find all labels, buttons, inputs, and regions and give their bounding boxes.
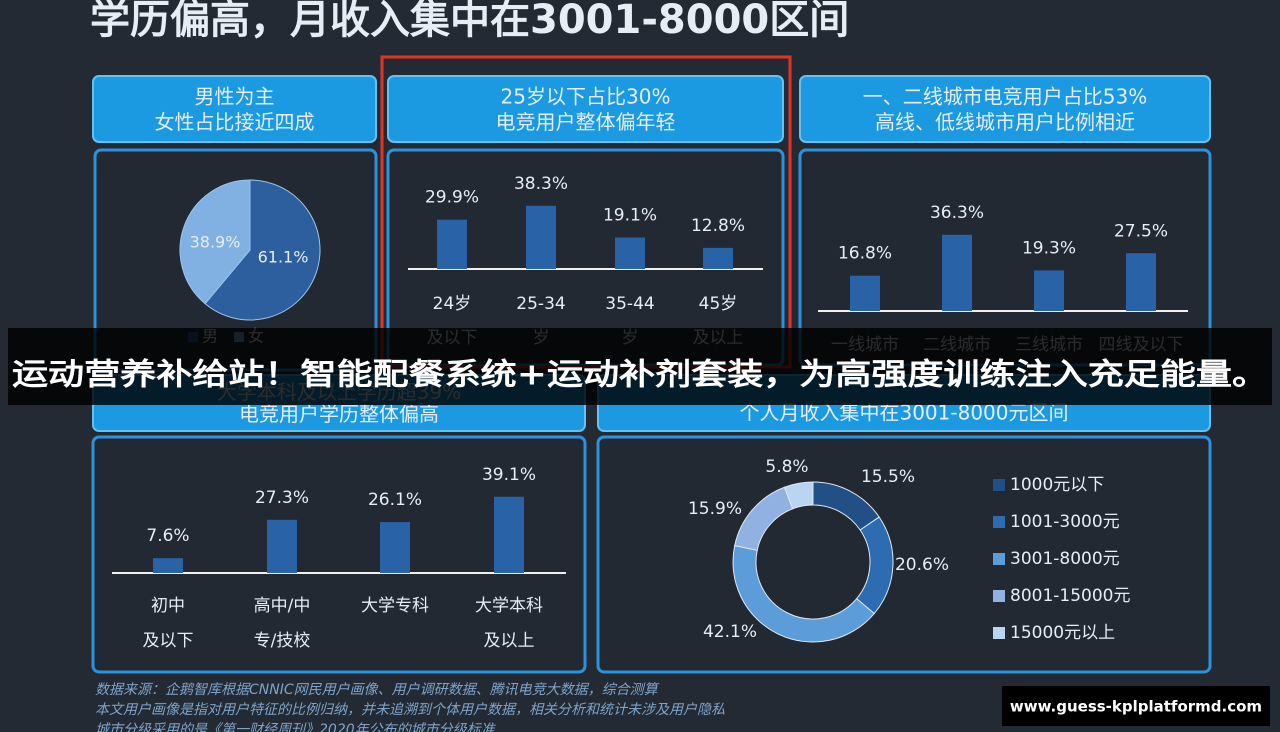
panel-header xyxy=(387,75,784,143)
category-label: 及以上 xyxy=(484,631,535,651)
panel-subtitle: 女性占比接近四成 xyxy=(155,110,315,134)
banner-bg xyxy=(8,328,1272,405)
legend-label: 3001-8000元 xyxy=(1010,549,1120,569)
data-label: 19.3% xyxy=(1022,238,1076,258)
legend-swatch xyxy=(993,627,1005,639)
banner-text: 运动营养补给站！智能配餐系统+运动补剂套装，为高强度训练注入充足能量。 xyxy=(12,358,1268,393)
category-label: 45岁 xyxy=(699,294,738,314)
category-label: 专/技校 xyxy=(254,631,311,651)
legend-label: 1000元以下 xyxy=(1010,475,1104,495)
bar xyxy=(850,275,880,311)
bar xyxy=(1126,253,1156,311)
data-label: 20.6% xyxy=(895,555,949,575)
category-label: 24岁 xyxy=(433,294,472,314)
bar xyxy=(942,234,972,311)
pie-slice xyxy=(179,179,251,305)
charts: 男性为主女性占比接近四成61.1%男38.9%女25岁以下占比30%电竞用户整体… xyxy=(91,75,1212,674)
data-label: 5.8% xyxy=(765,457,808,477)
page-title: 学历偏高，月收入集中在3001-8000区间 xyxy=(90,0,849,43)
panel-subtitle: 电竞用户整体偏年轻 xyxy=(496,110,676,134)
data-label: 38.3% xyxy=(514,174,568,194)
data-label: 12.8% xyxy=(691,216,745,236)
legend-swatch xyxy=(993,553,1005,565)
panel-title: 男性为主 xyxy=(195,84,275,108)
panel-title: 一、二线城市电竞用户占比53% xyxy=(863,84,1147,108)
data-label: 27.5% xyxy=(1114,221,1168,241)
legend-swatch xyxy=(993,590,1005,602)
bar xyxy=(267,519,297,573)
category-label: 及以下 xyxy=(143,631,194,651)
legend-label: 8001-15000元 xyxy=(1010,586,1130,606)
category-label: 大学本科 xyxy=(475,596,543,616)
bar xyxy=(615,237,645,269)
legend-label: 1001-3000元 xyxy=(1010,512,1120,532)
bar xyxy=(526,205,556,269)
data-label: 15.9% xyxy=(688,499,742,519)
bar xyxy=(153,558,183,573)
panel-body xyxy=(91,435,587,674)
data-label: 15.5% xyxy=(861,467,915,487)
panel-header xyxy=(92,75,377,143)
watermark-bg xyxy=(1002,686,1270,726)
bar xyxy=(494,496,524,573)
data-label: 26.1% xyxy=(368,490,422,510)
category-label: 35-44 xyxy=(605,294,654,314)
panel-subtitle: 电竞用户学历整体偏高 xyxy=(239,402,439,426)
watermark: www.guess-kplplatformd.com xyxy=(1010,698,1262,716)
bar xyxy=(380,522,410,573)
legend-swatch xyxy=(993,479,1005,491)
category-label: 高中/中 xyxy=(254,596,311,616)
legend-label: 15000元以上 xyxy=(1010,623,1115,643)
panel-subtitle: 高线、低线城市用户比例相近 xyxy=(875,110,1135,134)
data-label: 16.8% xyxy=(838,244,892,264)
legend-swatch xyxy=(993,516,1005,528)
bar xyxy=(703,247,733,269)
pie-slice xyxy=(204,179,321,321)
data-label: 27.3% xyxy=(255,488,309,508)
source-line: 城市分级采用的是《第一财经周刊》2020年公布的城市分级标准 xyxy=(95,722,497,732)
data-label: 39.1% xyxy=(482,465,536,485)
data-label: 38.9% xyxy=(190,233,241,252)
bar xyxy=(1034,270,1064,311)
source-line: 数据来源：企鹅智库根据CNNIC网民用户画像、用户调研数据、腾讯电竞大数据，综合… xyxy=(95,682,660,698)
category-label: 大学专科 xyxy=(361,596,429,616)
category-label: 25-34 xyxy=(516,294,565,314)
data-label: 36.3% xyxy=(930,203,984,223)
panel-title: 25岁以下占比30% xyxy=(501,84,671,108)
donut-slice xyxy=(732,545,875,643)
panel-header xyxy=(799,75,1211,143)
data-label: 61.1% xyxy=(258,248,309,267)
donut-slice xyxy=(783,481,814,510)
source-line: 本文用户画像是指对用户特征的比例归纳，并未追溯到个体用户数据，相关分析和统计未涉… xyxy=(95,702,725,718)
data-label: 42.1% xyxy=(703,622,757,642)
bar xyxy=(437,219,467,269)
data-label: 7.6% xyxy=(146,526,189,546)
data-label: 19.1% xyxy=(603,205,657,225)
category-label: 初中 xyxy=(151,596,185,616)
data-label: 29.9% xyxy=(425,188,479,208)
